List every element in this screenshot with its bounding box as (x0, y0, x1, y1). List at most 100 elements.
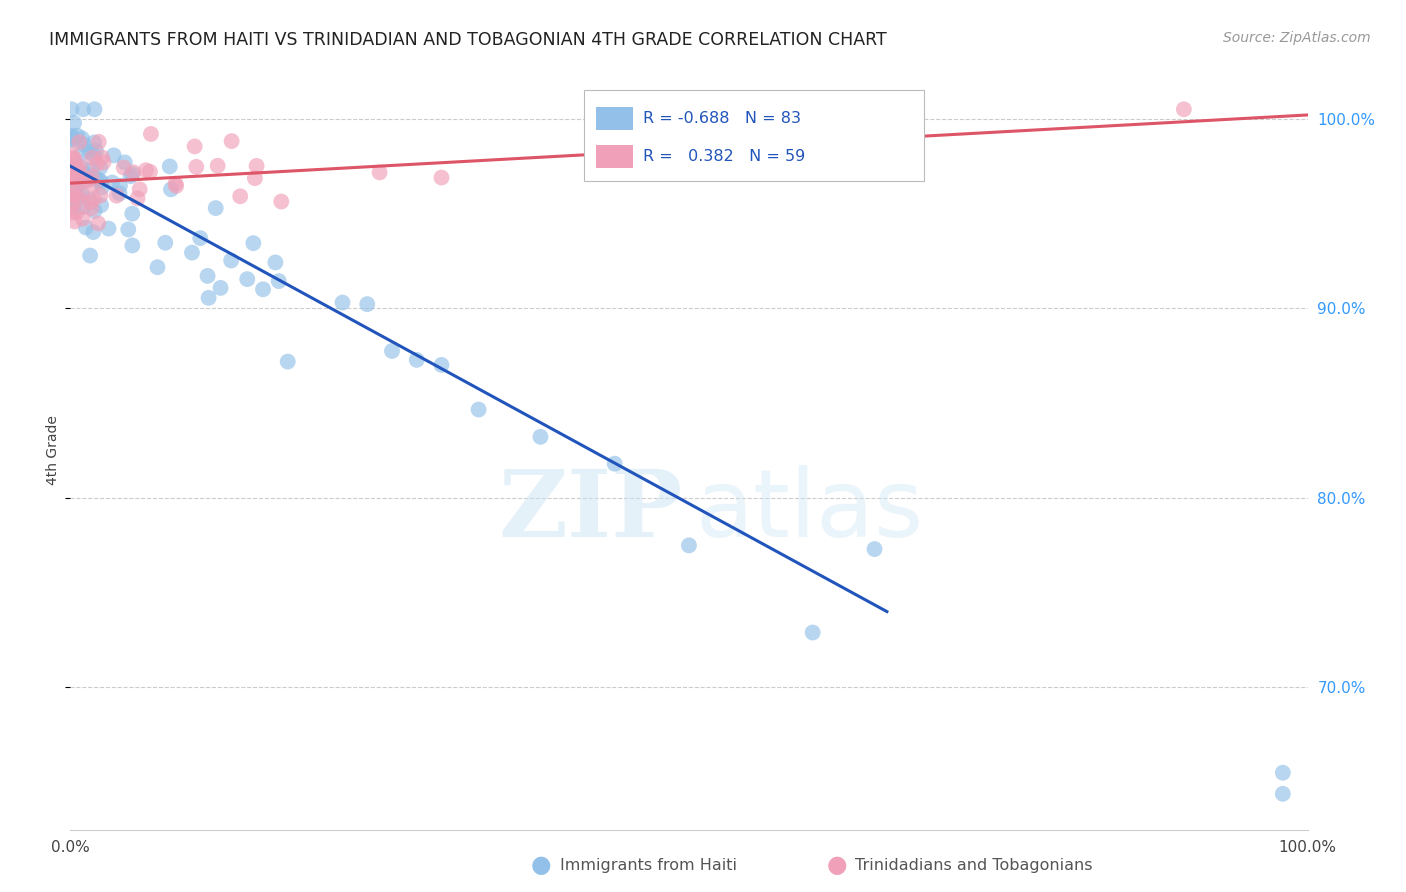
Point (60, 166, 83, 180)
Point (197, 291, 219, 305)
Point (60, 132, 83, 146)
Point (87, 216, 110, 230)
Point (91, 151, 114, 165)
Text: R = -0.688   N = 83: R = -0.688 N = 83 (643, 111, 801, 126)
Point (356, 297, 378, 311)
Point (66, 180, 89, 194)
Point (82, 225, 104, 239)
Point (120, 169, 142, 184)
Point (246, 159, 269, 173)
Point (83, 102, 105, 116)
Point (63, 193, 86, 207)
Point (66, 205, 89, 219)
Point (83, 192, 105, 206)
Text: ●: ● (827, 854, 846, 877)
Point (155, 235, 177, 250)
Point (62, 198, 84, 212)
Point (121, 207, 143, 221)
Point (405, 352, 427, 367)
Point (108, 178, 131, 193)
Point (430, 358, 453, 372)
Text: Immigrants from Haiti: Immigrants from Haiti (560, 858, 737, 872)
Point (63, 158, 86, 172)
Point (139, 165, 162, 179)
FancyBboxPatch shape (596, 107, 633, 129)
Point (89, 161, 111, 175)
Point (112, 161, 135, 175)
Point (84, 144, 107, 158)
Point (80, 169, 103, 184)
Point (60, 193, 83, 207)
Point (165, 178, 187, 193)
Point (67, 192, 90, 206)
Point (146, 260, 169, 275)
Point (97, 221, 120, 235)
Point (60, 102, 83, 116)
Point (430, 170, 453, 185)
Point (1271, 765, 1294, 780)
Point (79, 195, 101, 210)
Point (252, 282, 274, 296)
Point (70, 145, 93, 160)
Text: atlas: atlas (695, 465, 924, 558)
Point (77, 173, 100, 187)
Point (75, 220, 97, 235)
Point (83, 148, 105, 162)
Point (60, 130, 83, 145)
Point (91, 180, 114, 194)
Point (264, 255, 287, 269)
Text: IMMIGRANTS FROM HAITI VS TRINIDADIAN AND TOBAGONIAN 4TH GRADE CORRELATION CHART: IMMIGRANTS FROM HAITI VS TRINIDADIAN AND… (49, 31, 887, 49)
Point (381, 343, 404, 358)
Point (63, 116, 86, 130)
Point (139, 127, 162, 141)
Point (121, 238, 143, 252)
Point (65, 187, 87, 202)
Point (62, 151, 84, 165)
Point (242, 236, 264, 251)
Point (267, 274, 290, 288)
Point (219, 253, 242, 268)
Point (183, 139, 205, 153)
Point (103, 148, 125, 162)
Point (76, 173, 98, 187)
Point (82, 151, 104, 165)
Point (204, 201, 226, 215)
Point (207, 159, 229, 173)
Point (678, 104, 700, 119)
Text: ●: ● (531, 854, 551, 877)
Point (72, 211, 94, 226)
Point (603, 457, 626, 471)
Point (122, 165, 145, 179)
Point (108, 186, 131, 201)
Point (66, 163, 89, 178)
Point (79, 249, 101, 263)
Point (66, 163, 89, 178)
Point (114, 155, 136, 169)
Point (863, 542, 886, 557)
Point (83, 178, 105, 192)
Point (62, 201, 84, 215)
Point (93, 155, 115, 169)
Point (67, 177, 90, 191)
Point (60, 187, 83, 202)
Point (76, 168, 98, 182)
Text: Trinidadians and Tobagonians: Trinidadians and Tobagonians (855, 858, 1092, 872)
Point (66, 172, 89, 186)
Point (135, 163, 157, 178)
Point (188, 231, 211, 245)
Point (65, 170, 87, 185)
Point (80, 163, 103, 178)
Point (197, 268, 219, 283)
Point (1271, 787, 1294, 801)
Point (60, 128, 83, 143)
Point (117, 222, 139, 236)
Point (83, 203, 105, 218)
Point (368, 165, 391, 179)
Point (63, 189, 86, 203)
Point (186, 160, 208, 174)
Point (63, 153, 86, 167)
Point (63, 180, 86, 194)
Point (243, 171, 266, 186)
Point (89, 173, 111, 187)
Point (60, 162, 83, 177)
